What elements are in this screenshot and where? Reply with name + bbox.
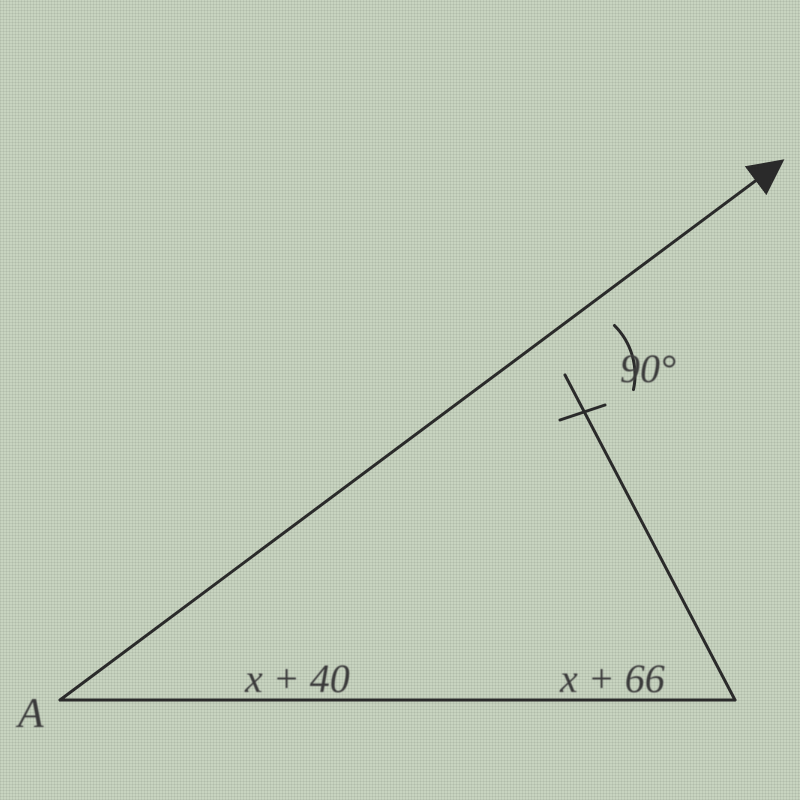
geometry-diagram	[0, 0, 800, 800]
exterior-angle-label: 90°	[620, 345, 676, 392]
vertex-label-a: A	[18, 690, 44, 738]
angle-right-label: x + 66	[560, 655, 665, 702]
triangle-right-side	[565, 375, 735, 700]
angle-left-label: x + 40	[245, 655, 350, 702]
ray-line	[60, 170, 770, 700]
